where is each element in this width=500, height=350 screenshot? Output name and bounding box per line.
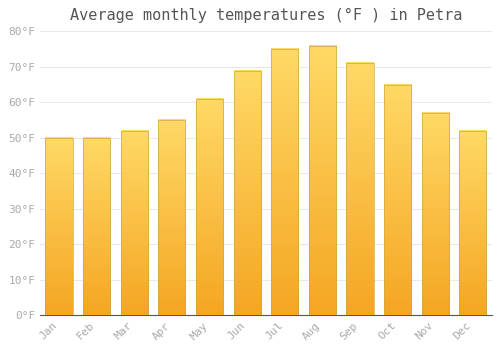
Bar <box>83 138 110 315</box>
Bar <box>271 49 298 315</box>
Bar <box>309 46 336 315</box>
Bar <box>120 131 148 315</box>
Bar <box>196 99 223 315</box>
Bar <box>158 120 186 315</box>
Bar <box>346 63 374 315</box>
Bar <box>46 138 72 315</box>
Bar <box>384 85 411 315</box>
Bar <box>460 131 486 315</box>
Title: Average monthly temperatures (°F ) in Petra: Average monthly temperatures (°F ) in Pe… <box>70 8 462 23</box>
Bar <box>234 70 260 315</box>
Bar <box>422 113 449 315</box>
